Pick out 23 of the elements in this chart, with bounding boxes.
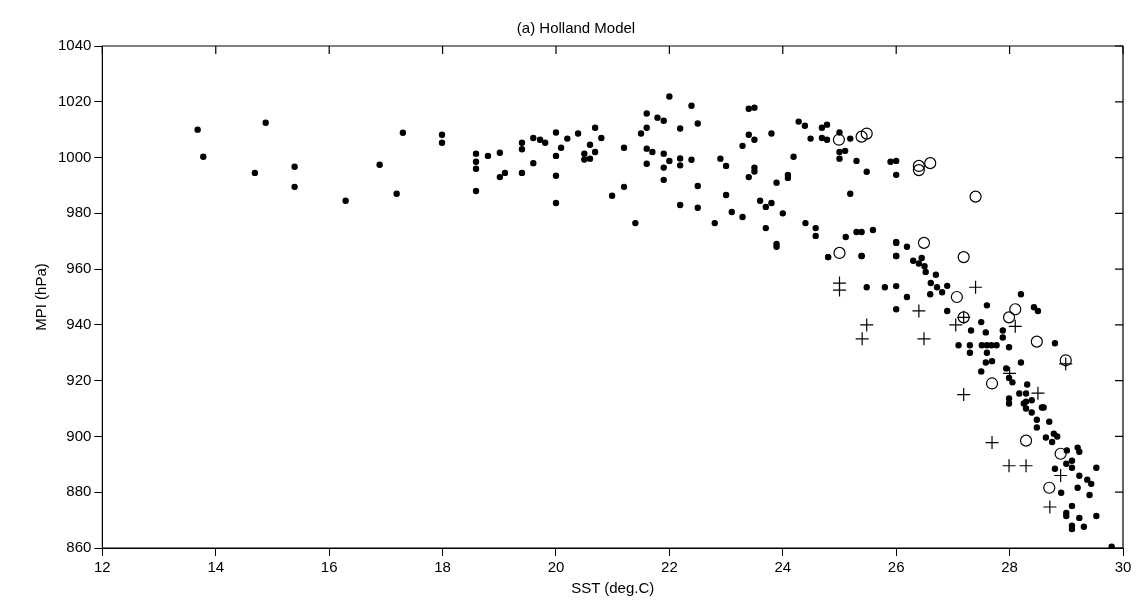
x-tick-label: 14 (207, 558, 225, 576)
y-tick-label: 900 (66, 426, 92, 444)
x-tick-label: 12 (94, 558, 111, 576)
x-tick-label: 20 (547, 558, 565, 576)
x-tick-label: 16 (320, 558, 338, 576)
x-tick-label: 30 (1114, 558, 1132, 576)
x-axis-title: SST (deg.C) (571, 579, 655, 597)
y-axis-title: MPI (hPa) (32, 263, 50, 331)
x-tick-label: 24 (774, 558, 792, 576)
y-tick-label: 940 (66, 315, 92, 333)
x-tick-label: 18 (434, 558, 451, 576)
x-tick-label: 28 (1001, 558, 1018, 576)
x-tick-label: 26 (887, 558, 905, 576)
x-tick-label: 22 (661, 558, 678, 576)
y-tick-label: 1040 (57, 36, 92, 54)
y-tick-label: 1020 (57, 91, 92, 109)
chart-title: (a) Holland Model (516, 19, 636, 37)
y-tick-label: 980 (66, 203, 92, 221)
y-tick-label: 880 (66, 482, 92, 500)
y-tick-label: 920 (66, 370, 92, 388)
y-tick-label: 1000 (57, 147, 92, 165)
y-tick-label: 860 (66, 538, 92, 556)
y-tick-label: 960 (66, 259, 92, 277)
